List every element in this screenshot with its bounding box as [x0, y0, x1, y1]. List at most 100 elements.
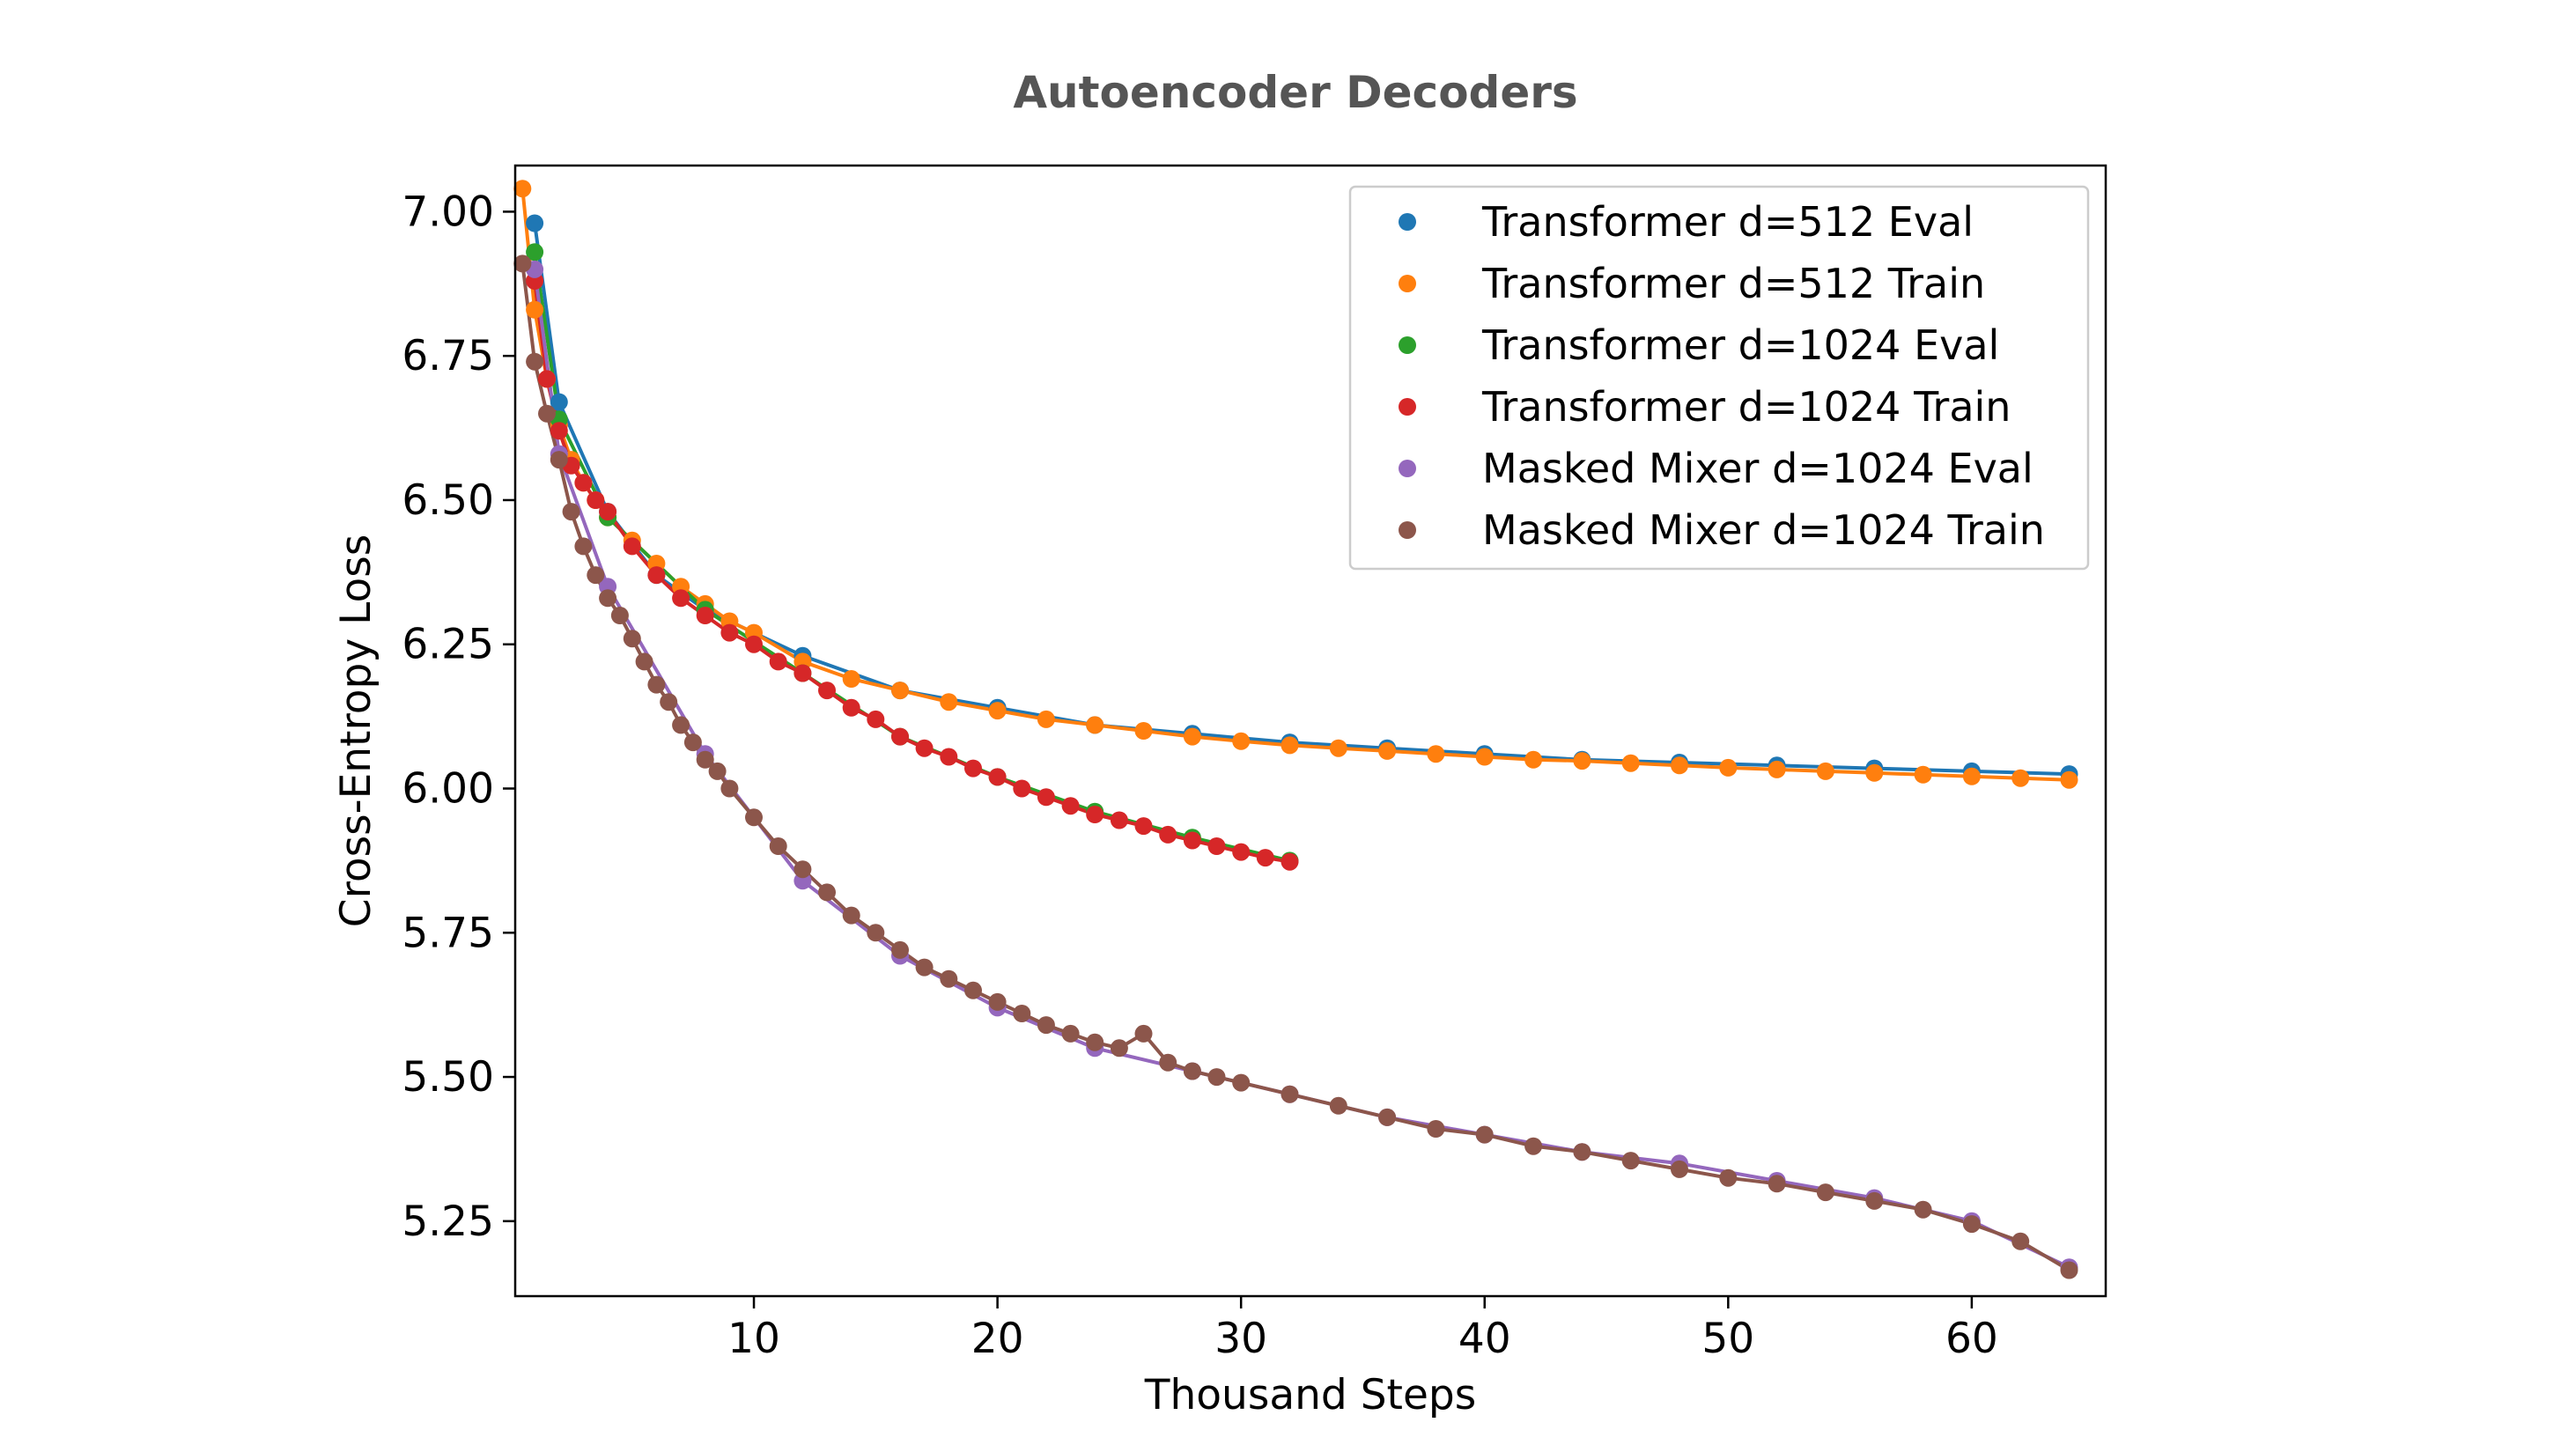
legend-marker: [1399, 398, 1416, 416]
data-point: [1329, 739, 1347, 757]
data-point: [672, 589, 690, 608]
x-tick-label: 60: [1945, 1315, 1998, 1363]
data-point: [1719, 758, 1738, 777]
data-point: [1183, 1062, 1201, 1080]
data-point: [696, 750, 714, 769]
data-point: [538, 404, 556, 423]
data-point: [1281, 736, 1299, 755]
data-point: [891, 940, 909, 959]
legend-label: Masked Mixer d=1024 Eval: [1482, 445, 2033, 492]
data-point: [1865, 763, 1884, 782]
data-point: [1378, 741, 1397, 760]
data-point: [1768, 760, 1786, 778]
data-point: [587, 566, 605, 585]
series-points: [513, 180, 2078, 1279]
data-point: [1013, 1005, 1031, 1022]
data-point: [562, 503, 580, 521]
legend-label: Transformer d=512 Eval: [1481, 198, 1974, 246]
legend-label: Masked Mixer d=1024 Train: [1482, 506, 2045, 554]
data-point: [1037, 788, 1055, 807]
data-point: [647, 566, 666, 585]
data-point: [1914, 1200, 1932, 1219]
x-tick-label: 50: [1701, 1315, 1754, 1363]
data-point: [1671, 1160, 1688, 1178]
data-point: [1110, 1039, 1128, 1058]
data-point: [1281, 852, 1299, 871]
y-axis-ticks: 5.25 5.50 5.75 6.00 6.25 6.50 6.75 7.00: [402, 188, 515, 1246]
data-point: [1256, 849, 1274, 867]
data-point: [1061, 1024, 1080, 1043]
data-point: [1232, 732, 1251, 750]
data-point: [842, 670, 860, 688]
data-point: [867, 924, 885, 942]
data-point: [1329, 1096, 1347, 1115]
data-point: [550, 451, 568, 469]
data-point: [1134, 1024, 1153, 1043]
data-point: [1573, 1143, 1591, 1161]
data-point: [587, 491, 605, 509]
x-axis-label: Thousand Steps: [1144, 1371, 1476, 1419]
y-tick-label: 5.25: [402, 1198, 494, 1246]
y-tick-label: 6.50: [402, 476, 494, 525]
data-point: [867, 710, 885, 728]
data-point: [635, 652, 653, 671]
data-point: [660, 693, 678, 711]
data-point: [1086, 806, 1104, 823]
data-point: [538, 370, 556, 388]
data-point: [550, 393, 568, 411]
data-point: [1281, 1085, 1299, 1103]
data-point: [574, 537, 593, 556]
data-point: [1671, 756, 1688, 775]
data-point: [842, 906, 860, 925]
data-point: [513, 254, 532, 273]
data-point: [1061, 797, 1080, 815]
data-point: [1865, 1191, 1884, 1210]
data-point: [526, 243, 544, 262]
data-point: [793, 664, 812, 682]
data-point: [1427, 745, 1445, 763]
data-point: [964, 981, 982, 999]
x-axis-ticks: 10 20 30 40 50 60: [727, 1296, 1998, 1363]
x-tick-label: 20: [971, 1315, 1024, 1363]
data-point: [988, 992, 1007, 1011]
data-point: [1378, 1108, 1397, 1126]
data-point: [818, 883, 836, 902]
y-tick-label: 5.50: [402, 1053, 494, 1102]
data-point: [964, 759, 982, 778]
data-point: [940, 969, 958, 988]
data-point: [599, 589, 617, 608]
legend-frame: [1348, 185, 2090, 571]
x-tick-label: 10: [727, 1315, 780, 1363]
y-tick-label: 6.00: [402, 765, 494, 814]
chart-title: Autoencoder Decoders: [1013, 67, 1577, 118]
legend-marker: [1399, 521, 1416, 539]
data-point: [623, 630, 641, 648]
data-point: [745, 808, 763, 827]
data-point: [610, 607, 629, 624]
data-point: [1037, 710, 1055, 728]
data-point: [1524, 750, 1543, 769]
legend-label: Transformer d=1024 Eval: [1481, 321, 1999, 369]
data-point: [1962, 767, 1981, 785]
legend-marker: [1399, 460, 1416, 477]
data-point: [891, 727, 909, 746]
data-point: [915, 739, 934, 757]
data-point: [1768, 1175, 1786, 1193]
data-point: [988, 702, 1007, 720]
data-point: [550, 422, 568, 440]
data-point: [1573, 752, 1591, 770]
data-point: [720, 623, 739, 642]
x-tick-label: 40: [1458, 1315, 1511, 1363]
data-point: [513, 180, 532, 198]
data-point: [526, 352, 544, 371]
data-point: [769, 837, 787, 855]
data-point: [769, 652, 787, 671]
y-tick-label: 6.75: [402, 332, 494, 380]
data-point: [2060, 770, 2078, 789]
data-point: [623, 537, 641, 556]
data-point: [1232, 1073, 1251, 1092]
data-point: [696, 607, 714, 624]
data-point: [599, 503, 617, 521]
x-tick-label: 30: [1214, 1315, 1267, 1363]
